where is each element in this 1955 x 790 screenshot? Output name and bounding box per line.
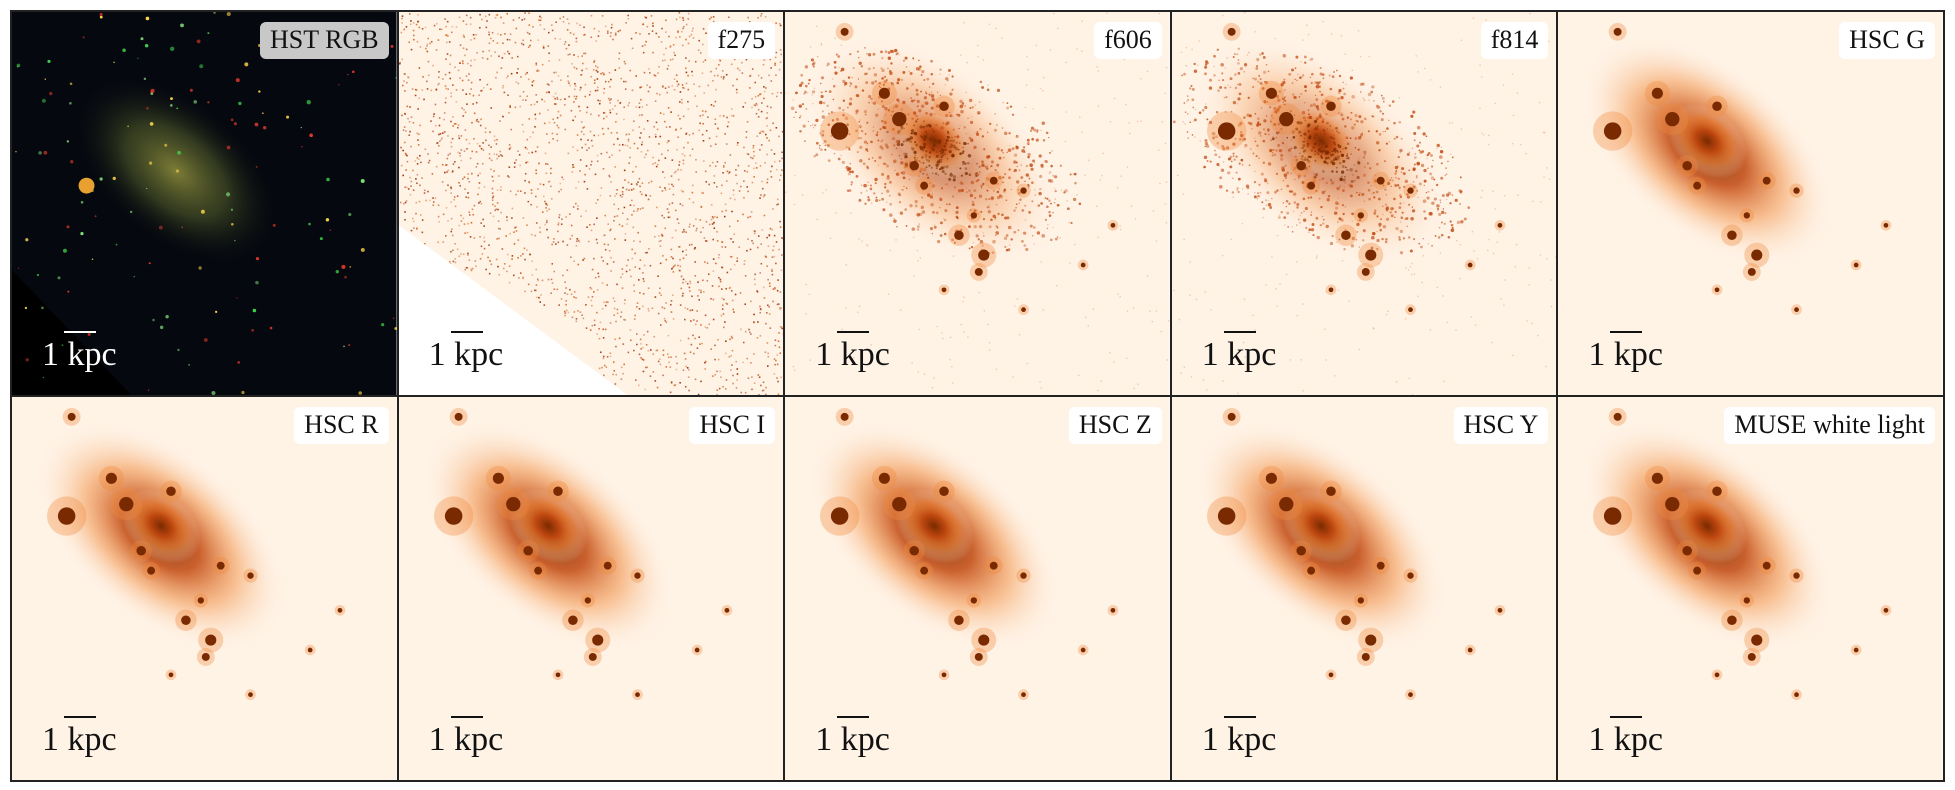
panel-muse-white: MUSE white light 1 kpc bbox=[1557, 396, 1944, 781]
panel-label: HSC R bbox=[294, 407, 389, 444]
panel-label: f814 bbox=[1480, 22, 1549, 59]
scale-bar-text: 1 kpc bbox=[42, 336, 117, 373]
scale-bar-text: 1 kpc bbox=[428, 336, 504, 373]
scale-bar: 1 kpc bbox=[1588, 716, 1663, 758]
scale-bar: 1 kpc bbox=[428, 716, 504, 758]
panel-label: HST RGB bbox=[259, 22, 389, 59]
panel-label: f275 bbox=[707, 22, 776, 59]
panel-label: f606 bbox=[1094, 22, 1162, 59]
scale-bar-text: 1 kpc bbox=[42, 721, 117, 758]
panel-label: HSC I bbox=[689, 407, 776, 444]
scale-bar-text: 1 kpc bbox=[815, 336, 890, 373]
scale-bar-text: 1 kpc bbox=[1588, 336, 1663, 373]
scale-bar: 1 kpc bbox=[1588, 331, 1663, 373]
scale-bar-text: 1 kpc bbox=[428, 721, 504, 758]
panel-label: HSC G bbox=[1839, 22, 1935, 59]
panel-f606: f606 1 kpc bbox=[784, 11, 1171, 396]
panel-hsc-y: HSC Y 1 kpc bbox=[1170, 396, 1558, 781]
scale-bar: 1 kpc bbox=[42, 331, 117, 373]
scale-bar-text: 1 kpc bbox=[1588, 721, 1663, 758]
panel-label: HSC Y bbox=[1453, 407, 1549, 444]
scale-bar-text: 1 kpc bbox=[1201, 336, 1277, 373]
image-hsc-z bbox=[785, 397, 1170, 780]
panel-label: HSC Z bbox=[1068, 407, 1162, 444]
scale-bar: 1 kpc bbox=[1201, 716, 1277, 758]
panel-f814: f814 1 kpc bbox=[1170, 11, 1558, 396]
panel-hsc-z: HSC Z 1 kpc bbox=[784, 396, 1171, 781]
image-grid: HST RGB 1 kpc f275 1 kpc f606 1 kpc f814… bbox=[10, 10, 1945, 782]
scale-bar: 1 kpc bbox=[1201, 331, 1277, 373]
scale-bar: 1 kpc bbox=[815, 331, 890, 373]
scale-bar-text: 1 kpc bbox=[815, 721, 890, 758]
panel-hsc-g: HSC G 1 kpc bbox=[1557, 11, 1944, 396]
scale-bar: 1 kpc bbox=[428, 331, 504, 373]
scale-bar: 1 kpc bbox=[42, 716, 117, 758]
scale-bar-text: 1 kpc bbox=[1201, 721, 1277, 758]
panel-hsc-r: HSC R 1 kpc bbox=[11, 396, 398, 781]
panel-hst-rgb: HST RGB 1 kpc bbox=[11, 11, 398, 396]
panel-f275: f275 1 kpc bbox=[397, 11, 785, 396]
panel-hsc-i: HSC I 1 kpc bbox=[397, 396, 785, 781]
panel-label: MUSE white light bbox=[1724, 407, 1935, 444]
scale-bar: 1 kpc bbox=[815, 716, 890, 758]
